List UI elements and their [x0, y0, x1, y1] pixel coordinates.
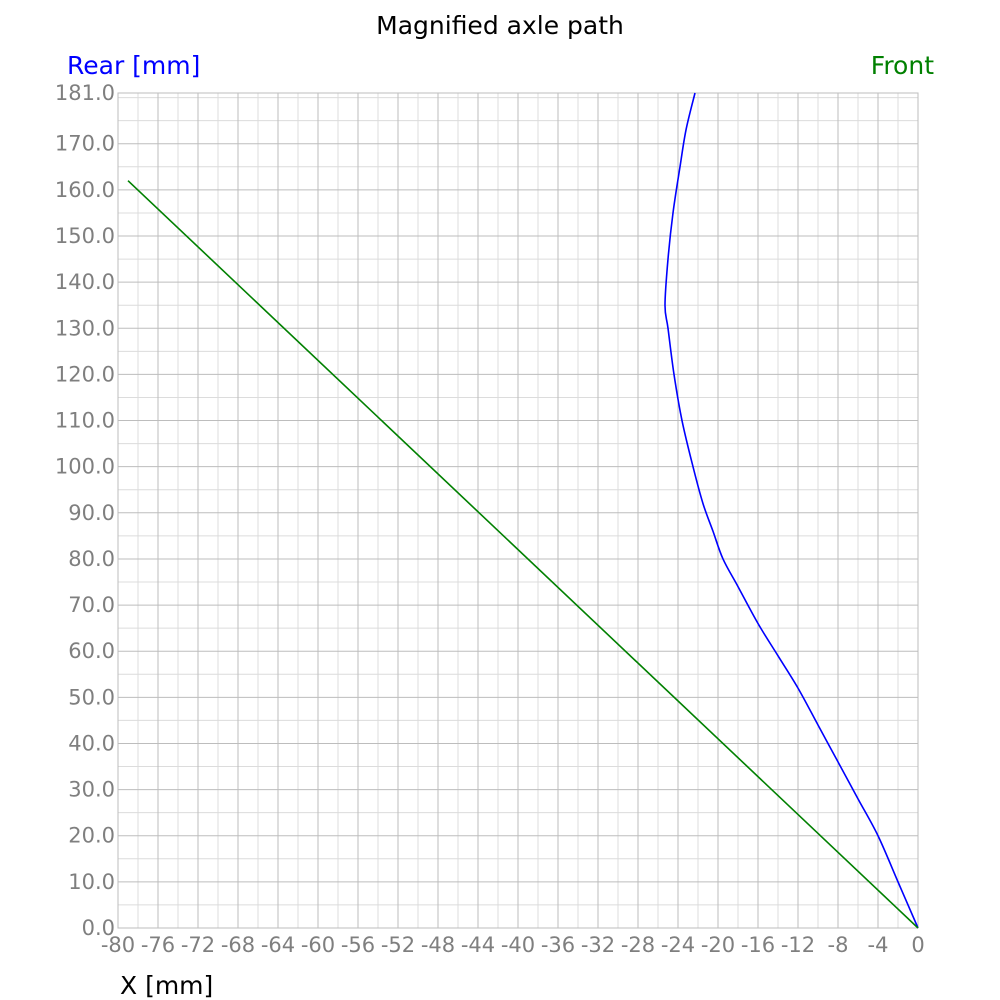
x-tick-label: -36 [541, 933, 575, 957]
x-tick-label: -24 [661, 933, 695, 957]
x-tick-label: -20 [701, 933, 735, 957]
x-tick-label: -68 [221, 933, 255, 957]
chart-title: Magnified axle path [376, 11, 624, 40]
grid-major [117, 92, 919, 929]
y-tick-label: 181.0 [55, 81, 115, 105]
y-tick-label: 90.0 [68, 501, 115, 525]
x-tick-label: 0 [911, 933, 924, 957]
y-tick-label: 40.0 [68, 731, 115, 755]
y-tick-label: 150.0 [55, 224, 115, 248]
x-tick-label: -64 [261, 933, 295, 957]
y-tick-label: 30.0 [68, 778, 115, 802]
y-tick-label: 80.0 [68, 547, 115, 571]
y-tick-label: 10.0 [68, 870, 115, 894]
legend-front: Front [871, 51, 934, 80]
x-tick-label: -72 [181, 933, 215, 957]
y-tick-label: 110.0 [55, 409, 115, 433]
y-axis-ticks: 0.0 10.0 20.0 30.0 40.0 50.0 60.0 70.0 80.0 90.0 1… [55, 81, 115, 940]
x-tick-label: -48 [421, 933, 455, 957]
plot-border [117, 92, 919, 929]
x-tick-label: -4 [868, 933, 889, 957]
x-tick-label: -28 [621, 933, 655, 957]
x-tick-label: -44 [461, 933, 495, 957]
series-line-front [127, 180, 919, 929]
y-tick-label: 70.0 [68, 593, 115, 617]
x-tick-label: -40 [501, 933, 535, 957]
series-line-rear [664, 92, 919, 929]
x-tick-label: -16 [741, 933, 775, 957]
x-tick-label: -52 [381, 933, 415, 957]
x-tick-label: -8 [828, 933, 849, 957]
y-tick-label: 60.0 [68, 639, 115, 663]
y-tick-label: 100.0 [55, 455, 115, 479]
x-tick-label: -56 [341, 933, 375, 957]
y-tick-label: 160.0 [55, 178, 115, 202]
y-tick-label: 50.0 [68, 685, 115, 709]
x-axis-ticks: -80 -76 -72 -68 -64 -60 -56 -52 -48 -44 -40 -36 -32-… [101, 933, 925, 957]
x-tick-label: -32 [581, 933, 615, 957]
y-tick-label: 130.0 [55, 316, 115, 340]
series-layer [127, 92, 919, 929]
y-tick-label: 0.0 [82, 916, 115, 940]
x-tick-label: -12 [781, 933, 815, 957]
y-tick-label: 170.0 [55, 132, 115, 156]
x-tick-label: -80 [101, 933, 135, 957]
y-tick-label: 140.0 [55, 270, 115, 294]
plot-frame [117, 92, 919, 929]
x-tick-label: -60 [301, 933, 335, 957]
legend-rear: Rear [mm] [67, 51, 200, 80]
y-tick-label: 20.0 [68, 824, 115, 848]
y-tick-label: 120.0 [55, 362, 115, 386]
x-tick-label: -76 [141, 933, 175, 957]
x-axis-label: X [mm] [120, 971, 213, 1000]
